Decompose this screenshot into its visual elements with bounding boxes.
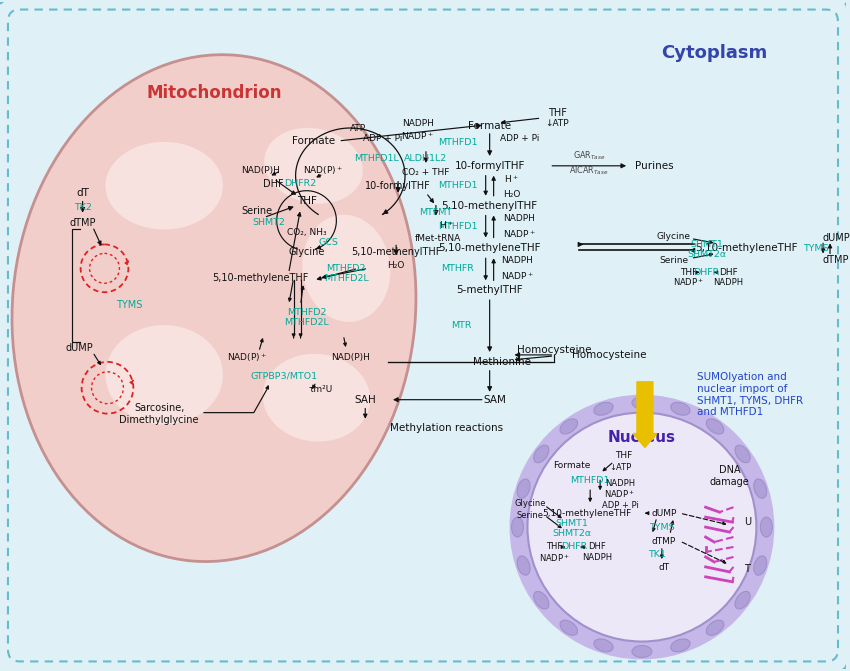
Text: GTPBP3/MTO1: GTPBP3/MTO1	[250, 371, 317, 380]
Text: AICAR$_{Tase}$: AICAR$_{Tase}$	[570, 164, 609, 177]
Text: DHFR2: DHFR2	[285, 179, 317, 189]
Ellipse shape	[534, 445, 549, 463]
Text: dTMP: dTMP	[70, 217, 96, 227]
Text: MTHFD2: MTHFD2	[286, 307, 326, 317]
Text: GAR$_{Tase}$: GAR$_{Tase}$	[573, 150, 605, 162]
Text: Serine: Serine	[241, 205, 272, 215]
Text: MTFMT: MTFMT	[419, 208, 452, 217]
Text: 10-formylTHF: 10-formylTHF	[366, 180, 431, 191]
Ellipse shape	[594, 403, 613, 415]
Text: Homocysteine: Homocysteine	[517, 345, 592, 355]
Text: Mitochondrion: Mitochondrion	[146, 84, 281, 102]
Text: NADP$^+$: NADP$^+$	[503, 229, 536, 240]
Text: Formate: Formate	[292, 136, 335, 146]
Text: 5,10-methyleneTHF: 5,10-methyleneTHF	[542, 509, 632, 517]
Text: THF: THF	[297, 196, 316, 205]
Text: NAD(P)$^+$: NAD(P)$^+$	[303, 164, 343, 177]
Text: Cytoplasm: Cytoplasm	[661, 44, 768, 62]
Ellipse shape	[105, 142, 223, 229]
Text: SHMT1: SHMT1	[690, 240, 723, 249]
Ellipse shape	[671, 403, 690, 415]
Ellipse shape	[512, 517, 524, 537]
Text: H$^+$: H$^+$	[439, 219, 453, 231]
Text: Methionine: Methionine	[473, 357, 530, 367]
Text: dT: dT	[658, 564, 670, 572]
Circle shape	[528, 413, 756, 641]
FancyArrow shape	[633, 382, 657, 448]
Ellipse shape	[517, 556, 530, 575]
Text: damage: damage	[710, 477, 750, 487]
Text: DHFR: DHFR	[561, 542, 587, 552]
Text: U: U	[744, 517, 751, 527]
Text: NADP$^+$: NADP$^+$	[673, 276, 705, 288]
Text: NADPH: NADPH	[402, 119, 434, 127]
Text: DHFR: DHFR	[694, 268, 720, 277]
Text: H₂O: H₂O	[503, 190, 520, 199]
Text: MTHFD2: MTHFD2	[326, 264, 366, 273]
Text: Serine: Serine	[660, 256, 688, 265]
Text: NADPH: NADPH	[503, 214, 536, 223]
Text: 5,10-methyleneTHF: 5,10-methyleneTHF	[212, 273, 309, 283]
Text: Glycine: Glycine	[657, 232, 691, 241]
Ellipse shape	[264, 128, 363, 204]
Text: Glycine: Glycine	[288, 248, 325, 258]
Text: Formate: Formate	[468, 121, 511, 131]
Text: dUMP: dUMP	[651, 509, 677, 517]
Text: ATP: ATP	[350, 125, 366, 134]
Text: 10-formylTHF: 10-formylTHF	[455, 161, 524, 171]
Text: DHF: DHF	[719, 268, 738, 277]
Text: Sarcosine,: Sarcosine,	[134, 403, 184, 413]
Text: MTHFD2L: MTHFD2L	[284, 317, 329, 327]
Text: NAD(P)H: NAD(P)H	[331, 354, 370, 362]
Text: dUMP: dUMP	[65, 343, 94, 353]
Text: SUMOlyation and
nuclear import of
SHMT1, TYMS, DHFR
and MTHFD1: SUMOlyation and nuclear import of SHMT1,…	[697, 372, 802, 417]
Text: 5,10-methenylTHF: 5,10-methenylTHF	[442, 201, 538, 211]
Ellipse shape	[105, 325, 223, 425]
Text: CO₂, NH₃: CO₂, NH₃	[286, 228, 326, 237]
Text: THF: THF	[680, 268, 697, 277]
Text: dTMP: dTMP	[652, 537, 676, 546]
Text: dUMP: dUMP	[822, 234, 850, 244]
Ellipse shape	[534, 591, 549, 609]
Ellipse shape	[263, 354, 370, 442]
Text: ADP + Pi: ADP + Pi	[500, 134, 539, 144]
Text: NADP$^+$: NADP$^+$	[401, 130, 434, 142]
Circle shape	[509, 395, 774, 660]
Text: ↓ATP: ↓ATP	[609, 463, 632, 472]
Text: 5,10-methyleneTHF: 5,10-methyleneTHF	[439, 244, 541, 254]
Text: MTHFR: MTHFR	[441, 264, 474, 273]
Text: NADP$^+$: NADP$^+$	[501, 270, 534, 282]
Text: THF: THF	[548, 108, 567, 118]
Text: NADPH: NADPH	[502, 256, 534, 265]
Ellipse shape	[754, 479, 767, 499]
Text: H$^+$: H$^+$	[504, 173, 518, 185]
Text: SHMT2: SHMT2	[252, 218, 285, 227]
Ellipse shape	[560, 419, 578, 434]
Text: MTHFD1: MTHFD1	[438, 138, 478, 148]
Ellipse shape	[735, 591, 751, 609]
Text: fMet-tRNA: fMet-tRNA	[415, 234, 461, 243]
Text: Purines: Purines	[635, 161, 673, 171]
Text: SAM: SAM	[483, 395, 506, 405]
Text: ↓ATP: ↓ATP	[546, 119, 570, 127]
Text: MTR: MTR	[451, 321, 472, 329]
Text: MTHFD1: MTHFD1	[570, 476, 610, 485]
Text: THF: THF	[547, 542, 563, 552]
Text: Formate: Formate	[553, 461, 591, 470]
Ellipse shape	[303, 215, 390, 322]
Ellipse shape	[632, 397, 652, 409]
Text: DHF: DHF	[264, 178, 284, 189]
Text: NAD(P)$^+$: NAD(P)$^+$	[227, 352, 267, 364]
Ellipse shape	[632, 646, 652, 658]
Ellipse shape	[517, 479, 530, 499]
Text: TK1: TK1	[648, 550, 666, 560]
Text: MTHFD1: MTHFD1	[438, 222, 478, 231]
Text: ADP + Pi: ADP + Pi	[602, 501, 638, 510]
Ellipse shape	[754, 556, 767, 575]
Text: MTHFD2L: MTHFD2L	[324, 274, 369, 282]
Text: MTHFD1: MTHFD1	[438, 181, 478, 190]
Text: Methylation reactions: Methylation reactions	[390, 423, 503, 433]
Text: NADPH: NADPH	[713, 278, 744, 287]
Text: Dimethylglycine: Dimethylglycine	[120, 415, 199, 425]
